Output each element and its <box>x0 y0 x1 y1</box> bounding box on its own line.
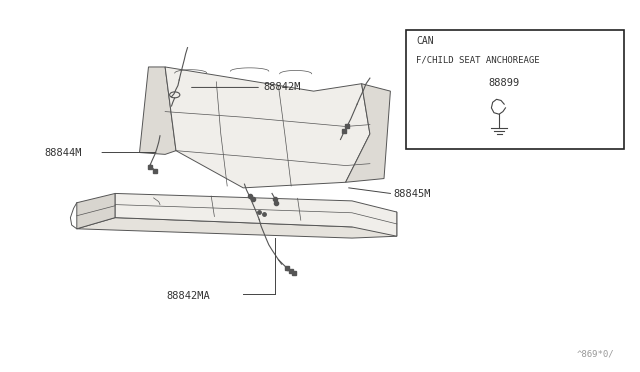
Text: CAN: CAN <box>416 36 434 46</box>
Polygon shape <box>77 193 115 229</box>
Text: 88844M: 88844M <box>45 148 83 157</box>
Polygon shape <box>77 212 397 238</box>
FancyBboxPatch shape <box>406 30 624 149</box>
Text: 88842M: 88842M <box>264 83 301 92</box>
Polygon shape <box>115 193 397 236</box>
Polygon shape <box>165 67 370 188</box>
Text: 88842MA: 88842MA <box>166 291 210 301</box>
Text: 88899: 88899 <box>489 78 520 88</box>
Text: 88845M: 88845M <box>394 189 431 199</box>
Text: ^869*0/: ^869*0/ <box>577 350 614 359</box>
Polygon shape <box>140 67 176 154</box>
Polygon shape <box>346 84 390 182</box>
Text: F/CHILD SEAT ANCHOREAGE: F/CHILD SEAT ANCHOREAGE <box>416 56 540 65</box>
